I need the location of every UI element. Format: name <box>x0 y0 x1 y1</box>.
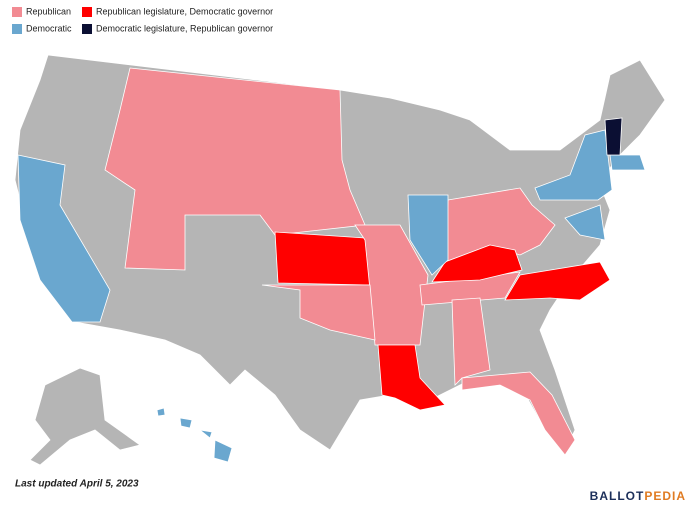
legend: Republican Republican legislature, Democr… <box>12 6 273 34</box>
region <box>156 407 166 417</box>
logo-left: BALLOT <box>590 489 645 503</box>
region <box>534 129 613 201</box>
us-map <box>14 54 666 466</box>
region <box>179 417 193 429</box>
region <box>604 117 623 156</box>
logo: BALLOTPEDIA <box>590 489 686 503</box>
legend-label: Republican <box>26 6 71 16</box>
alaska <box>29 367 141 466</box>
region <box>104 67 366 271</box>
legend-swatch <box>12 7 22 17</box>
region <box>198 429 213 439</box>
region <box>213 439 233 463</box>
legend-label: Democratic <box>26 23 72 33</box>
legend-swatch <box>82 7 92 17</box>
region <box>274 231 371 286</box>
region <box>451 297 491 386</box>
region <box>609 154 646 171</box>
legend-label: Republican legislature, Democratic gover… <box>96 6 273 16</box>
region <box>504 261 611 301</box>
region <box>17 154 111 323</box>
legend-swatch <box>82 24 92 34</box>
legend-swatch <box>12 24 22 34</box>
logo-right: PEDIA <box>644 489 686 503</box>
region <box>461 371 576 456</box>
region <box>407 194 449 276</box>
region <box>261 284 376 341</box>
region <box>377 344 446 411</box>
legend-label: Democratic legislature, Republican gover… <box>96 23 273 33</box>
region <box>564 204 606 241</box>
update-note: Last updated April 5, 2023 <box>15 479 139 490</box>
